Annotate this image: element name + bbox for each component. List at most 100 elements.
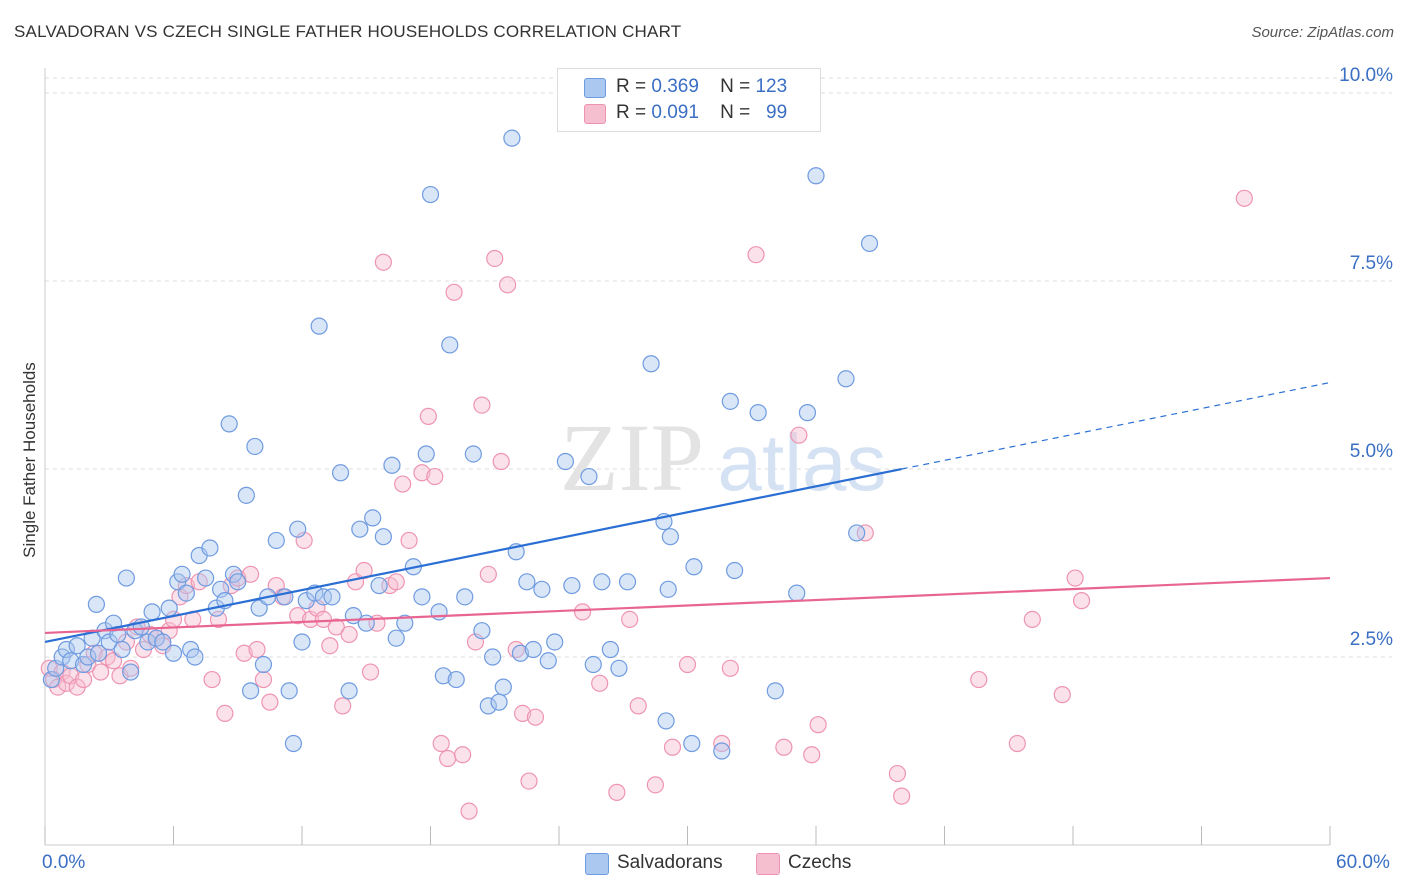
salvadorans-point <box>293 633 311 651</box>
watermark-atlas: atlas <box>718 418 887 507</box>
salvadorans-point <box>229 573 247 591</box>
czechs-point <box>721 659 739 677</box>
x-axis-min-label: 0.0% <box>42 852 86 873</box>
salvadorans-point <box>351 520 369 538</box>
czechs-point <box>454 746 472 764</box>
salvadorans-point <box>601 640 620 659</box>
salvadorans-point <box>807 167 825 185</box>
salvadorans-point <box>254 655 273 674</box>
salvadorans-point <box>396 614 414 632</box>
salvadorans-point <box>370 576 388 595</box>
czechs-point <box>663 738 682 756</box>
czechs-point <box>970 670 988 689</box>
salvadorans-point <box>242 682 260 700</box>
salvadorans-point <box>177 584 195 602</box>
salvadorans-point <box>383 456 401 474</box>
legend-swatch-pink <box>584 104 606 124</box>
salvadorans-point <box>511 644 530 662</box>
salvadorans-point <box>484 648 502 666</box>
legend-swatch-blue <box>585 853 609 875</box>
salvadorans-point <box>276 588 294 606</box>
salvadorans-point <box>212 580 230 598</box>
czechs-point <box>1053 686 1071 704</box>
salvadorans-point <box>659 580 677 598</box>
salvadorans-point <box>421 185 440 204</box>
czechs-point <box>809 716 827 734</box>
czechs-point <box>394 475 412 493</box>
czechs-point <box>445 283 463 301</box>
czechs-point <box>432 734 450 753</box>
salvadorans-point <box>860 234 879 253</box>
salvadorans-point <box>164 644 183 662</box>
czechs-point <box>621 610 639 629</box>
salvadorans-point <box>186 648 204 666</box>
salvadorans-point <box>441 336 459 354</box>
czechs-point <box>400 531 418 550</box>
salvadorans-point <box>68 637 86 655</box>
czechs-point <box>492 452 510 471</box>
czechs-point <box>526 708 545 726</box>
czechs-point <box>775 738 793 756</box>
czechs-point <box>419 407 437 425</box>
legend-r-label: R = <box>616 102 647 123</box>
salvadorans-point <box>657 712 675 730</box>
salvadorans-point <box>726 561 744 580</box>
legend-swatch-pink <box>756 853 780 875</box>
salvadorans-point <box>122 663 140 681</box>
legend-n-label: N = <box>720 102 751 123</box>
salvadorans-point <box>89 644 108 662</box>
legend-r-value: 0.369 <box>651 76 699 97</box>
czechs-point <box>888 764 906 783</box>
czechs-point <box>334 697 352 715</box>
salvadorans-point <box>237 486 255 504</box>
czechs-point <box>460 802 478 820</box>
legend-label-czechs: Czechs <box>788 852 852 873</box>
salvadorans-point <box>87 595 106 613</box>
salvadorans-point <box>518 573 536 591</box>
legend-n-label: N = <box>720 76 751 97</box>
salvadorans-point <box>749 404 767 422</box>
czechs-point <box>1008 734 1026 753</box>
czechs-point <box>1235 189 1253 207</box>
salvadorans-point <box>357 614 375 632</box>
salvadorans-point <box>340 682 358 700</box>
salvadorans-point <box>584 655 602 674</box>
czechs-point <box>216 704 234 723</box>
salvadorans-point <box>160 599 178 617</box>
salvadorans-point <box>685 558 703 576</box>
czechs-point <box>1023 610 1041 629</box>
legend-label-salvadorans: Salvadorans <box>617 852 723 873</box>
salvadorans-point <box>57 640 76 659</box>
czechs-point <box>608 783 626 801</box>
czechs-point <box>74 670 93 689</box>
czechs-point <box>289 607 307 625</box>
salvadorans-point <box>563 576 581 595</box>
czechs-point <box>646 776 664 794</box>
salvadorans-point <box>310 317 328 335</box>
czechs-point <box>426 467 444 486</box>
salvadorans-point <box>464 445 482 463</box>
salvadorans-point <box>267 531 285 550</box>
salvadorans-point <box>246 437 264 456</box>
czechs-point <box>122 659 140 677</box>
czechs-point <box>387 573 405 591</box>
czechs-point <box>893 787 911 805</box>
salvadorans-point <box>490 693 508 711</box>
salvadorans-point <box>447 670 465 689</box>
salvadorans-point <box>289 520 307 538</box>
czechs-point <box>374 253 392 271</box>
czechs-point <box>314 610 333 629</box>
salvadorans-point <box>848 524 866 542</box>
salvadorans-point <box>713 742 731 760</box>
y-tick-label: 7.5% <box>1350 253 1393 274</box>
legend-n-value: 123 <box>755 76 788 97</box>
y-tick-label: 2.5% <box>1350 629 1393 650</box>
y-tick-labels: 2.5% 5.0% 7.5% 10.0% <box>1339 65 1393 650</box>
czechs-point <box>479 565 497 583</box>
salvadorans-trend-extension <box>901 381 1331 470</box>
watermark: ZIP atlas <box>560 404 886 511</box>
source-label: Source: ZipAtlas.com <box>1251 24 1394 41</box>
salvadorans-point <box>503 129 521 147</box>
salvadorans-point <box>533 580 551 598</box>
